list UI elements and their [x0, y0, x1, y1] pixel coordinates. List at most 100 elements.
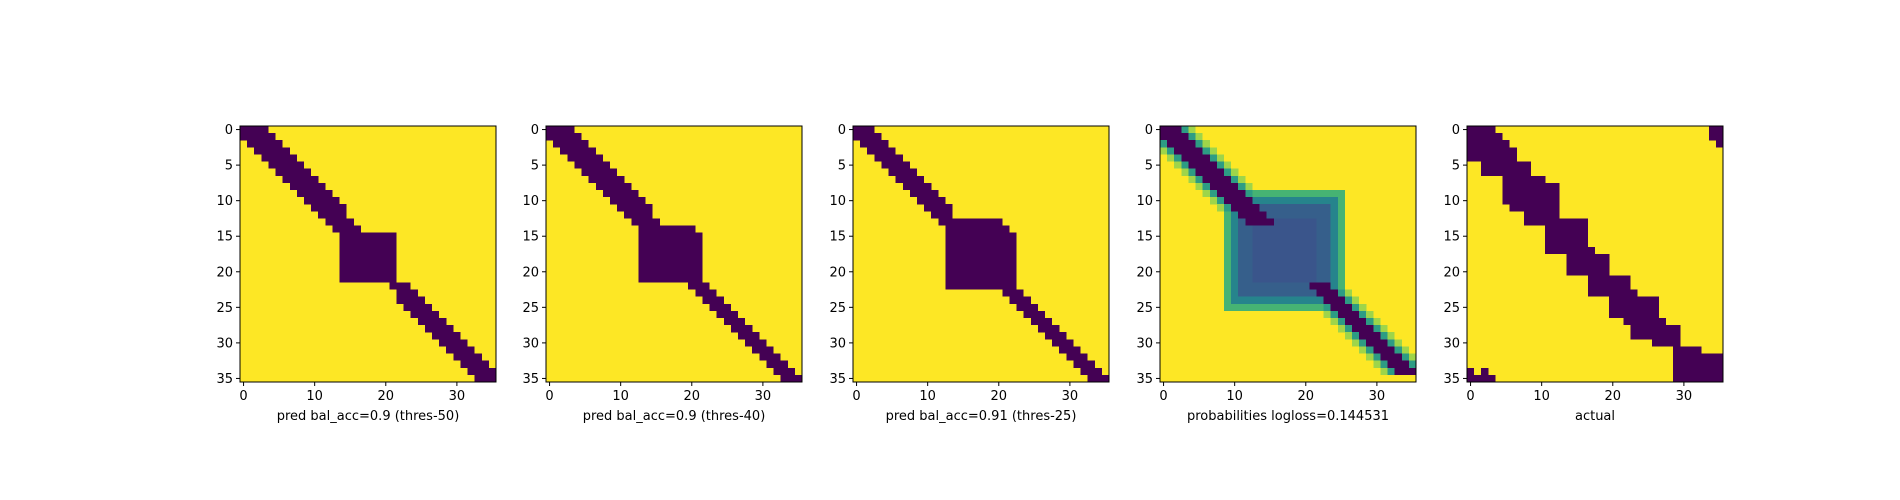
x-tick-label: 30 [1676, 389, 1693, 404]
heatmap-cell [332, 225, 340, 233]
heatmap-cell [853, 133, 861, 141]
y-tick-label: 35 [216, 372, 233, 387]
y-tick-label: 15 [1136, 230, 1153, 245]
heatmap-cell [617, 204, 625, 212]
heatmap-cell [617, 197, 625, 205]
heatmap-cell [1566, 254, 1574, 262]
heatmap-cell [1708, 360, 1716, 368]
heatmap-cell [588, 175, 596, 183]
heatmap-cell [860, 126, 868, 134]
heatmap-cell [1337, 218, 1345, 226]
heatmap-cell [1623, 289, 1631, 297]
y-tick-label: 10 [829, 194, 846, 209]
heatmap-cell [446, 346, 454, 354]
heatmap-cell [867, 126, 875, 134]
heatmap-cell [995, 246, 1003, 255]
heatmap-cell [1231, 246, 1239, 255]
heatmap-cell [339, 218, 347, 226]
heatmap-cell [453, 339, 461, 347]
axes-frame [239, 125, 497, 383]
y-tick-label: 10 [216, 194, 233, 209]
x-tick-label: 20 [1298, 389, 1315, 404]
heatmap-cell [1359, 339, 1367, 347]
heatmap-cell [1309, 303, 1317, 311]
heatmap-cell [1552, 211, 1560, 219]
heatmap-cell [945, 268, 953, 276]
heatmap-cell [966, 261, 974, 269]
heatmap-cell [867, 140, 875, 148]
heatmap-cell [396, 282, 404, 290]
heatmap-cell [902, 182, 910, 191]
heatmap-cell [895, 175, 903, 183]
heatmap-cell [460, 360, 468, 368]
heatmap-cell [1188, 175, 1196, 183]
heatmap-cell [645, 275, 653, 283]
heatmap-cell [1295, 218, 1303, 226]
heatmap-cell [382, 268, 390, 276]
heatmap-cell [995, 268, 1003, 276]
heatmap-cell [1330, 303, 1338, 311]
heatmap-cell [417, 318, 425, 326]
heatmap-cell [1288, 239, 1296, 247]
heatmap-cell [375, 232, 383, 240]
heatmap-cell [1280, 239, 1289, 247]
heatmap-cell [988, 218, 996, 226]
heatmap-cell [318, 204, 326, 212]
heatmap-cells [1467, 126, 1724, 383]
heatmap-cell [1523, 175, 1532, 183]
heatmap-cell [1288, 246, 1296, 255]
heatmap-cell [1302, 275, 1310, 283]
heatmap-cell [353, 268, 361, 276]
heatmap-cell [1259, 239, 1267, 247]
heatmap-cell [595, 154, 603, 162]
heatmap-cell [688, 225, 696, 233]
heatmap-cell [787, 367, 795, 375]
heatmap-cell [1630, 303, 1638, 311]
heatmap-cell [1488, 147, 1496, 155]
heatmap-cell [1016, 289, 1024, 297]
heatmap-cell [1531, 190, 1539, 198]
heatmap-cell [1073, 360, 1081, 368]
heatmap-cell [602, 182, 611, 191]
heatmap-cell [1488, 126, 1496, 134]
heatmap-cell [1202, 140, 1210, 148]
heatmap-cell [766, 346, 774, 354]
heatmap-cell [1587, 254, 1596, 262]
heatmap-cell [588, 154, 596, 162]
y-tick-label: 35 [1443, 372, 1460, 387]
heatmap-cell [1680, 353, 1688, 361]
heatmap-cell [723, 318, 731, 326]
heatmap-cell [610, 168, 618, 176]
heatmap-cell [1266, 211, 1274, 219]
heatmap-cell [981, 261, 989, 269]
heatmap-cell [1373, 318, 1381, 326]
heatmap-cell [1687, 360, 1695, 368]
heatmap-cell [995, 261, 1003, 269]
heatmap-cell [1238, 303, 1246, 311]
heatmap-cell [966, 282, 974, 290]
heatmap-cell [695, 275, 703, 283]
heatmap-cell [924, 197, 932, 205]
heatmap-cell [553, 133, 561, 141]
heatmap-cell [702, 296, 710, 304]
heatmap-cell [652, 268, 660, 276]
heatmap-cell [261, 147, 269, 155]
heatmap-cell [318, 190, 326, 198]
heatmap-cell [410, 310, 418, 319]
heatmap-cell [446, 325, 454, 333]
heatmap-cell [966, 246, 974, 255]
heatmap-cell [738, 325, 746, 333]
heatmap-cell [275, 140, 283, 148]
heatmap-cell [1545, 218, 1553, 226]
heatmap-cell [1580, 225, 1588, 233]
heatmap-cell [1330, 296, 1338, 304]
heatmap-cell [1295, 296, 1303, 304]
heatmap-cell [659, 254, 667, 262]
heatmap-cell [410, 296, 418, 304]
x-tick-label: 10 [612, 389, 629, 404]
heatmap-cell [1359, 325, 1367, 333]
heatmap-cell [1323, 211, 1331, 219]
heatmap-cell [1195, 147, 1203, 155]
heatmap-cell [1302, 303, 1310, 311]
heatmap-cell [681, 275, 689, 283]
